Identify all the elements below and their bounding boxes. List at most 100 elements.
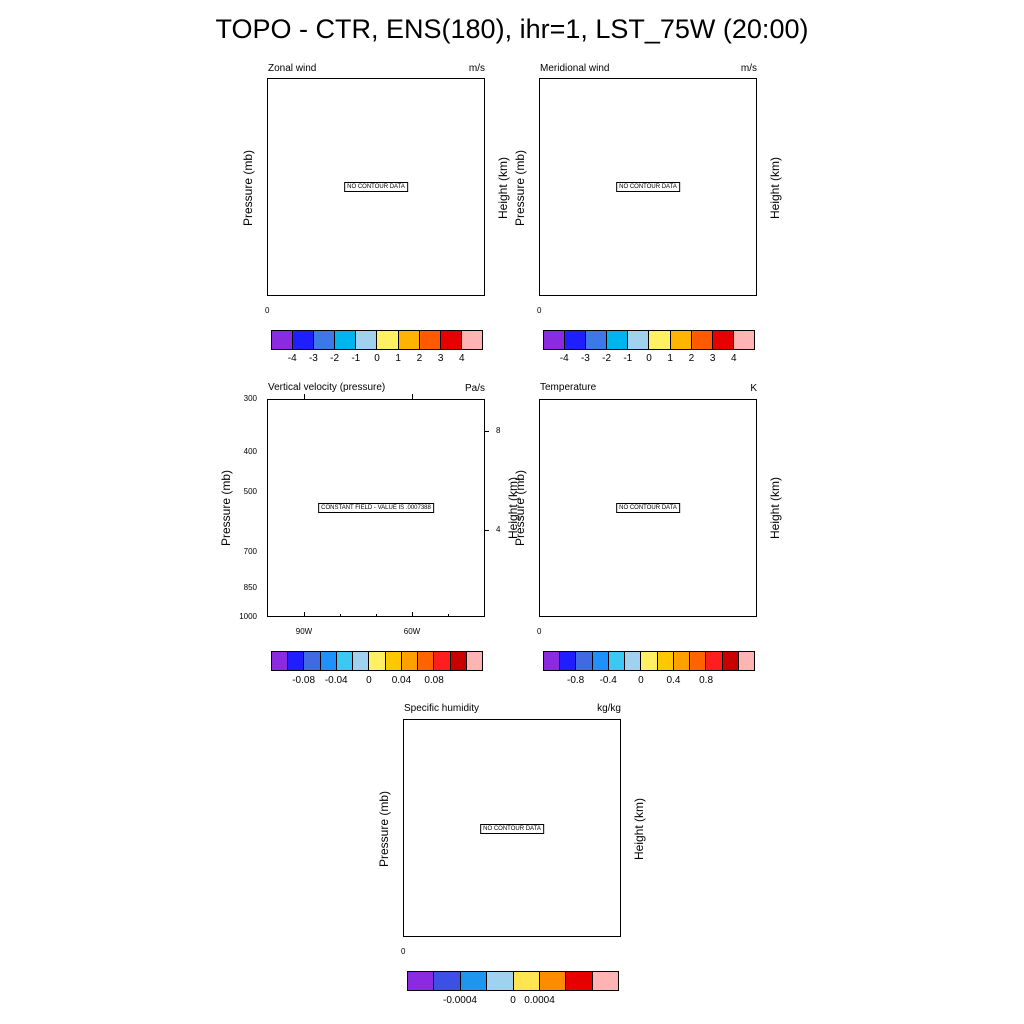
colorbar-swatch (356, 331, 378, 349)
colorbar-label: 3 (437, 353, 444, 364)
colorbar-swatch (712, 331, 734, 349)
colorbar-label: -0.8 (566, 675, 585, 686)
y-tick-label: 500 (243, 487, 257, 496)
x-tick-mark (412, 394, 413, 399)
colorbar-swatch (706, 652, 723, 670)
colorbar-swatch (460, 972, 488, 990)
colorbar-swatch (369, 652, 386, 670)
y-tick-label: 850 (243, 583, 257, 592)
panel-title: Zonal wind (268, 63, 317, 74)
colorbar-swatch (592, 972, 618, 990)
x-tick-mark (412, 612, 413, 617)
y2-tick-mark (485, 530, 489, 531)
colorbar-swatch (314, 331, 336, 349)
colorbar-label: 0.4 (666, 675, 681, 686)
colorbar-label: -1 (623, 353, 633, 364)
colorbar-swatch (539, 972, 567, 990)
colorbar-swatch (691, 331, 713, 349)
panel-title: Vertical velocity (pressure) (268, 382, 386, 393)
colorbar-label: 0 (510, 995, 516, 1006)
colorbar-swatch (641, 652, 658, 670)
colorbar-label: -4 (559, 353, 569, 364)
colorbar-swatch (670, 331, 692, 349)
colorbar-label: -3 (580, 353, 590, 364)
colorbar-label: 0 (638, 675, 644, 686)
colorbar-label: 0.08 (424, 675, 444, 686)
x-tick-mark (448, 614, 449, 617)
colorbar-label: 0.0004 (524, 995, 555, 1006)
colorbar-label: 1 (395, 353, 401, 364)
colorbar-swatch (628, 331, 650, 349)
colorbar-swatch (733, 331, 754, 349)
panel-title: Specific humidity (404, 703, 480, 714)
colorbar-swatch (434, 972, 461, 990)
colorbar (543, 330, 755, 350)
x-tick-label: 0 (537, 306, 542, 315)
colorbar-label: 2 (416, 353, 423, 364)
y-axis-label: Pressure (mb) (513, 469, 527, 547)
constant-field-message: CONSTANT FIELD - VALUE IS .0007388 (318, 503, 434, 513)
panel-title: Meridional wind (540, 63, 610, 74)
colorbar-label: 1 (667, 353, 673, 364)
colorbar (271, 330, 483, 350)
no-data-message: NO CONTOUR DATA (616, 182, 680, 192)
panel-units: Pa/s (464, 383, 485, 394)
colorbar-label: 2 (688, 353, 695, 364)
colorbar-label: -0.0004 (443, 995, 477, 1006)
colorbar-swatch (401, 652, 419, 670)
y-axis-label: Pressure (mb) (241, 149, 255, 227)
colorbar-swatch (544, 331, 566, 349)
x-tick-label: 90W (295, 627, 313, 636)
colorbar-swatch (288, 652, 305, 670)
x-tick-mark (340, 614, 341, 617)
colorbar-swatch (487, 972, 514, 990)
no-data-message: NO CONTOUR DATA (480, 824, 544, 834)
colorbar-label: 0 (366, 675, 372, 686)
colorbar-label: 4 (459, 353, 465, 364)
colorbar-swatch (657, 652, 674, 670)
colorbar (543, 651, 755, 671)
colorbar-swatch (625, 652, 642, 670)
no-data-message: NO CONTOUR DATA (616, 503, 680, 513)
colorbar-swatch (434, 652, 451, 670)
y-tick-label: 300 (243, 394, 257, 403)
x-tick-mark (304, 394, 305, 399)
colorbar-label: -2 (330, 353, 340, 364)
colorbar-swatch (608, 652, 626, 670)
colorbar-label: -4 (287, 353, 297, 364)
colorbar-swatch (335, 331, 357, 349)
colorbar (407, 971, 619, 991)
colorbar-swatch (272, 331, 294, 349)
x-tick-label: 0 (401, 947, 406, 956)
x-tick-mark (304, 612, 305, 617)
colorbar-swatch (649, 331, 671, 349)
colorbar-swatch (560, 652, 577, 670)
colorbar-swatch (272, 652, 289, 670)
y-tick-label: 700 (243, 547, 257, 556)
colorbar-label: 0.04 (391, 675, 412, 686)
colorbar-swatch (336, 652, 354, 670)
colorbar-swatch (513, 972, 540, 990)
colorbar-swatch (738, 652, 755, 670)
colorbar-swatch (690, 652, 707, 670)
y-tick-label: 1000 (239, 612, 257, 621)
panel-units: m/s (468, 63, 485, 74)
colorbar-swatch (461, 331, 482, 349)
y-axis-label: Pressure (mb) (513, 149, 527, 227)
colorbar-swatch (419, 331, 441, 349)
colorbar-swatch (377, 331, 399, 349)
colorbar-swatch (304, 652, 321, 670)
colorbar-label: 0 (646, 353, 652, 364)
panel-units: kg/kg (597, 703, 621, 714)
colorbar-swatch (440, 331, 462, 349)
colorbar-swatch (673, 652, 691, 670)
colorbar-label: 4 (731, 353, 737, 364)
colorbar-label: -0.4 (599, 675, 617, 686)
y2-tick-label: 4 (496, 525, 501, 534)
colorbar-swatch (566, 972, 593, 990)
figure-title: TOPO - CTR, ENS(180), ihr=1, LST_75W (20… (215, 14, 809, 44)
y2-axis-label: Height (km) (768, 476, 782, 540)
colorbar-label: -1 (351, 353, 361, 364)
x-tick-label: 0 (537, 627, 542, 636)
colorbar-label: -2 (602, 353, 612, 364)
